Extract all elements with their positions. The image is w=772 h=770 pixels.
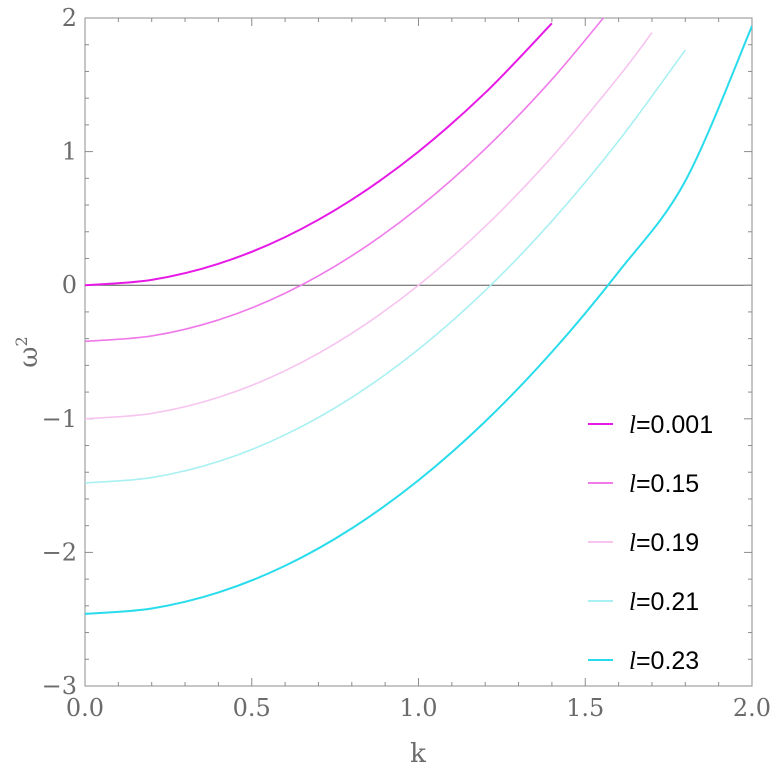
- series-line-2: [85, 18, 605, 343]
- y-tick-label: −3: [42, 672, 77, 700]
- legend-value: =0.001: [636, 411, 713, 439]
- y-tick-label: 0: [62, 271, 77, 299]
- legend-label-1: l=0.001: [629, 411, 713, 439]
- legend-value: =0.19: [636, 529, 699, 557]
- legend-value: =0.23: [636, 647, 699, 675]
- axis-ticks: [84, 17, 753, 687]
- plot-frame: [84, 17, 753, 687]
- series-line-4: [85, 49, 686, 484]
- tick-labels: 0.0 0.5 1.0 1.5 2.0 −3 −2 −1 0 1 2: [42, 4, 771, 722]
- x-tick-label: 1.5: [566, 694, 604, 722]
- x-axis-label: k: [410, 739, 426, 769]
- y-axis-superscript: 2: [12, 336, 31, 346]
- x-tick-label: 0.0: [66, 694, 104, 722]
- y-axis-symbol: ω: [14, 346, 44, 367]
- series-layer: [85, 18, 752, 615]
- x-tick-label: 0.5: [233, 694, 271, 722]
- x-tick-label: 2.0: [733, 694, 771, 722]
- legend-label-3: l=0.19: [629, 529, 699, 557]
- x-tick-label: 1.0: [399, 694, 437, 722]
- series-line-1: [85, 22, 553, 287]
- legend-symbol: l: [629, 530, 636, 557]
- y-tick-label: 2: [62, 4, 77, 32]
- legend-label-2: l=0.15: [629, 470, 699, 498]
- series-line-5: [85, 25, 752, 615]
- legend-value: =0.21: [636, 588, 699, 616]
- legend-value: =0.15: [636, 470, 699, 498]
- legend-symbol: l: [629, 589, 636, 616]
- legend-symbol: l: [629, 412, 636, 439]
- legend-symbol: l: [629, 471, 636, 498]
- y-tick-label: −1: [42, 405, 77, 433]
- legend-label-5: l=0.23: [629, 647, 699, 675]
- y-tick-label: −2: [42, 538, 77, 566]
- legend-label-4: l=0.21: [629, 588, 699, 616]
- y-tick-label: 1: [62, 138, 77, 166]
- y-axis-label: ω2: [12, 336, 44, 367]
- legend-symbol: l: [629, 648, 636, 675]
- series-line-3: [85, 32, 653, 420]
